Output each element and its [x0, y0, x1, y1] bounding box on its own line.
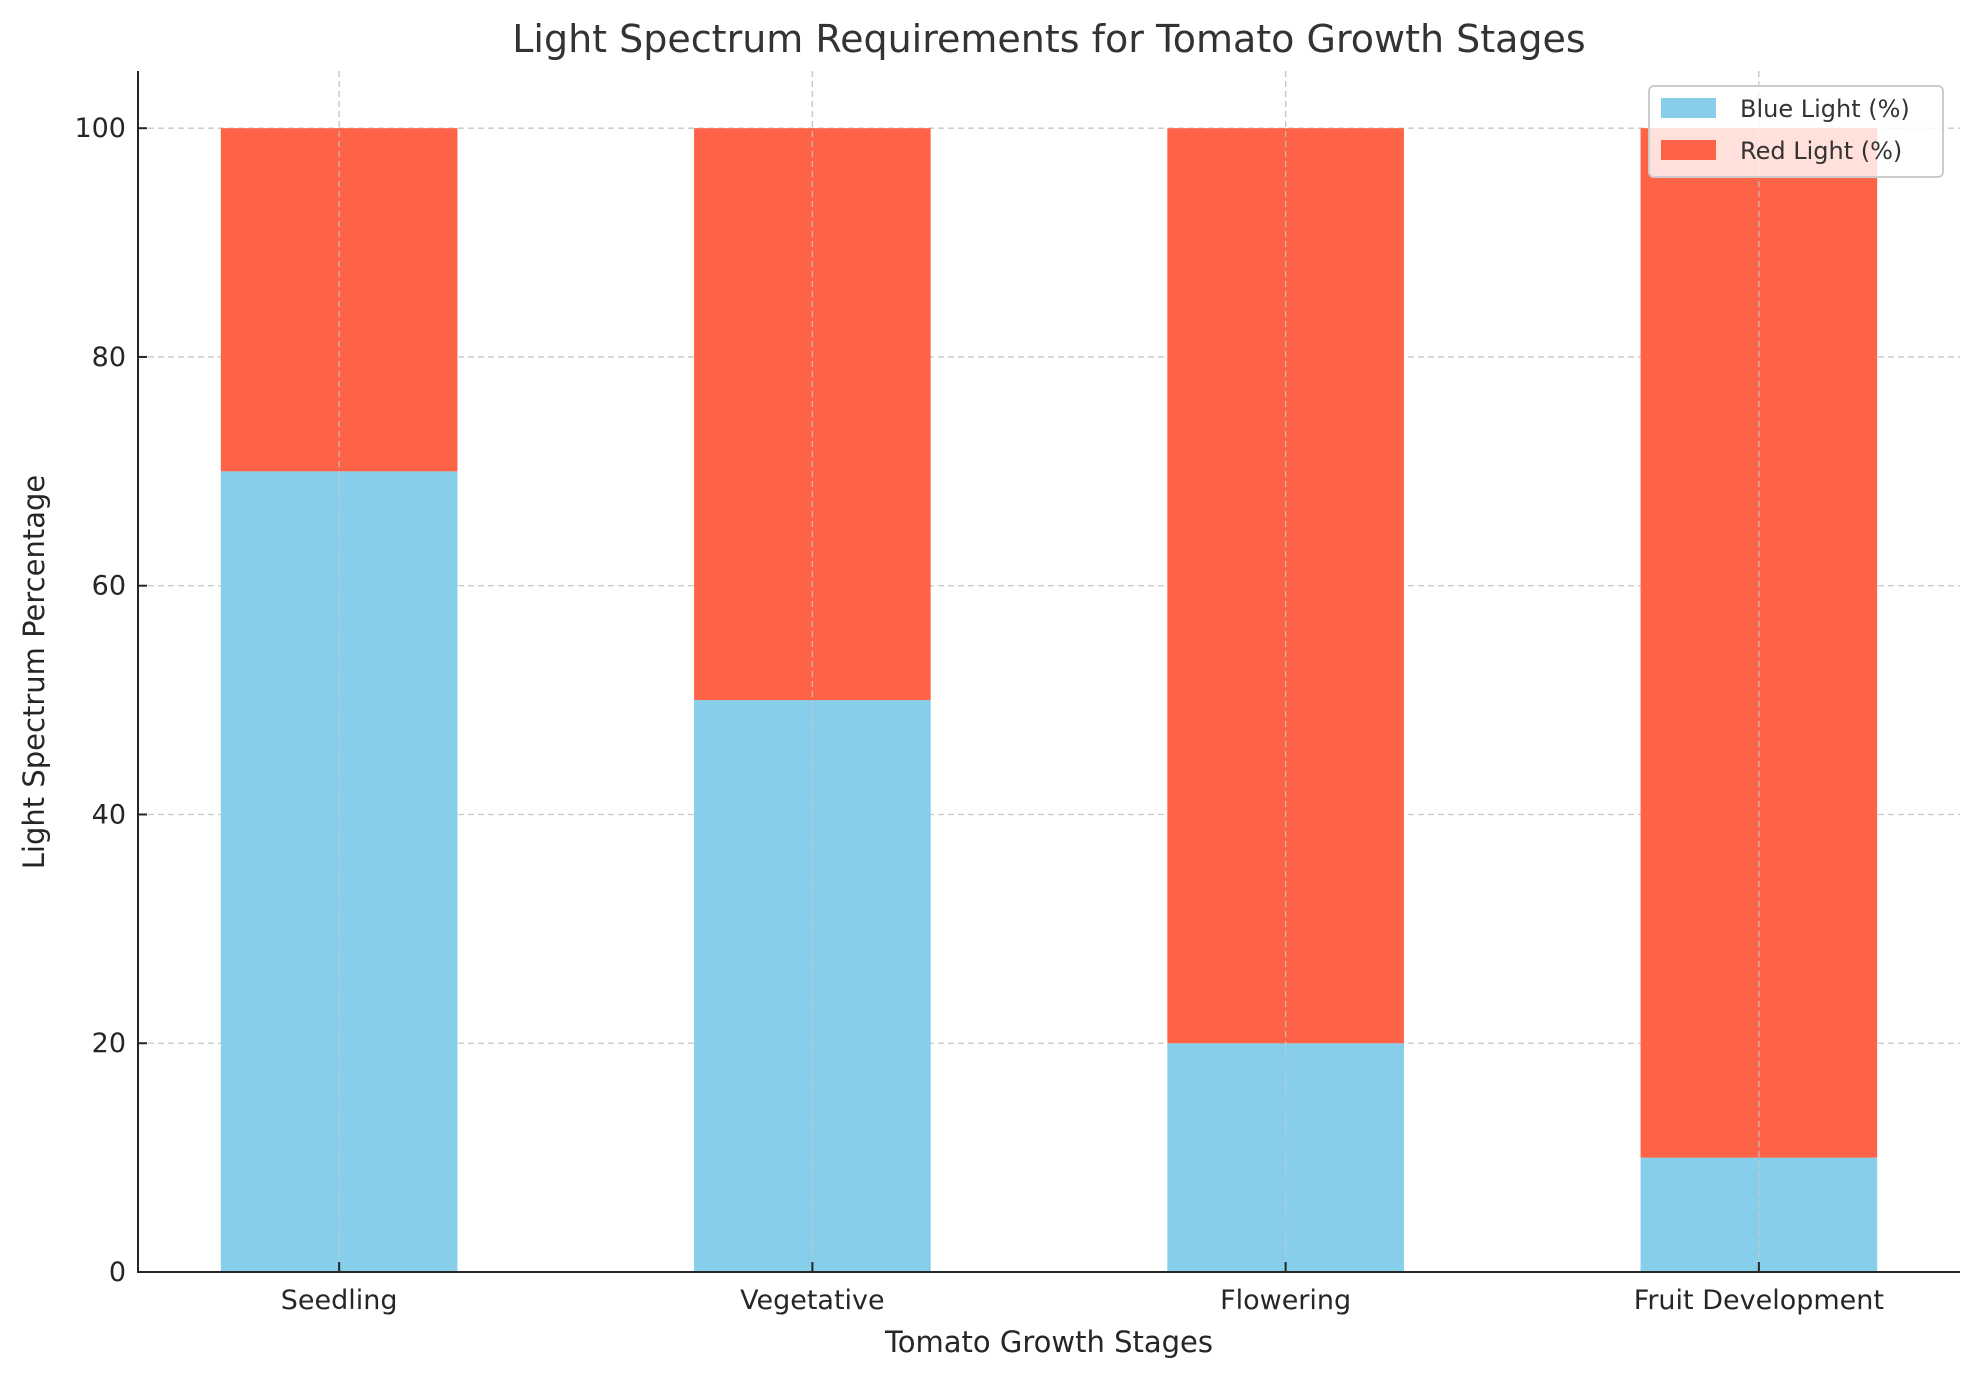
- bar-blue-flowering: [1167, 1043, 1404, 1272]
- legend-swatch-red: [1661, 140, 1716, 160]
- y-tick-label: 40: [92, 799, 126, 830]
- legend-label-blue: Blue Light (%): [1740, 95, 1910, 123]
- axes: 0 20 40 60 80 100 Seedling Vegetative Flowering F…: [74, 71, 1960, 1316]
- y-tick-label: 80: [92, 342, 126, 373]
- y-tick-label: 60: [92, 571, 126, 602]
- x-tick-label: Flowering: [1220, 1285, 1351, 1316]
- y-tick-label: 20: [92, 1028, 126, 1059]
- x-tick-label: Vegetative: [740, 1285, 885, 1316]
- chart-title: Light Spectrum Requirements for Tomato G…: [512, 17, 1585, 61]
- legend-swatch-blue: [1661, 98, 1716, 118]
- y-axis-label: Light Spectrum Percentage: [17, 475, 51, 869]
- x-tick-label: Seedling: [281, 1285, 398, 1316]
- legend: Blue Light (%) Red Light (%): [1648, 85, 1944, 178]
- y-tick-label: 0: [109, 1257, 126, 1288]
- x-axis-label: Tomato Growth Stages: [884, 1325, 1213, 1359]
- legend-label-red: Red Light (%): [1740, 137, 1902, 165]
- bar-red-seedling: [220, 128, 458, 472]
- legend-box: [1648, 85, 1944, 178]
- y-tick-label: 100: [74, 113, 126, 144]
- x-tick-label: Fruit Development: [1634, 1285, 1884, 1316]
- bars: [220, 71, 1878, 1272]
